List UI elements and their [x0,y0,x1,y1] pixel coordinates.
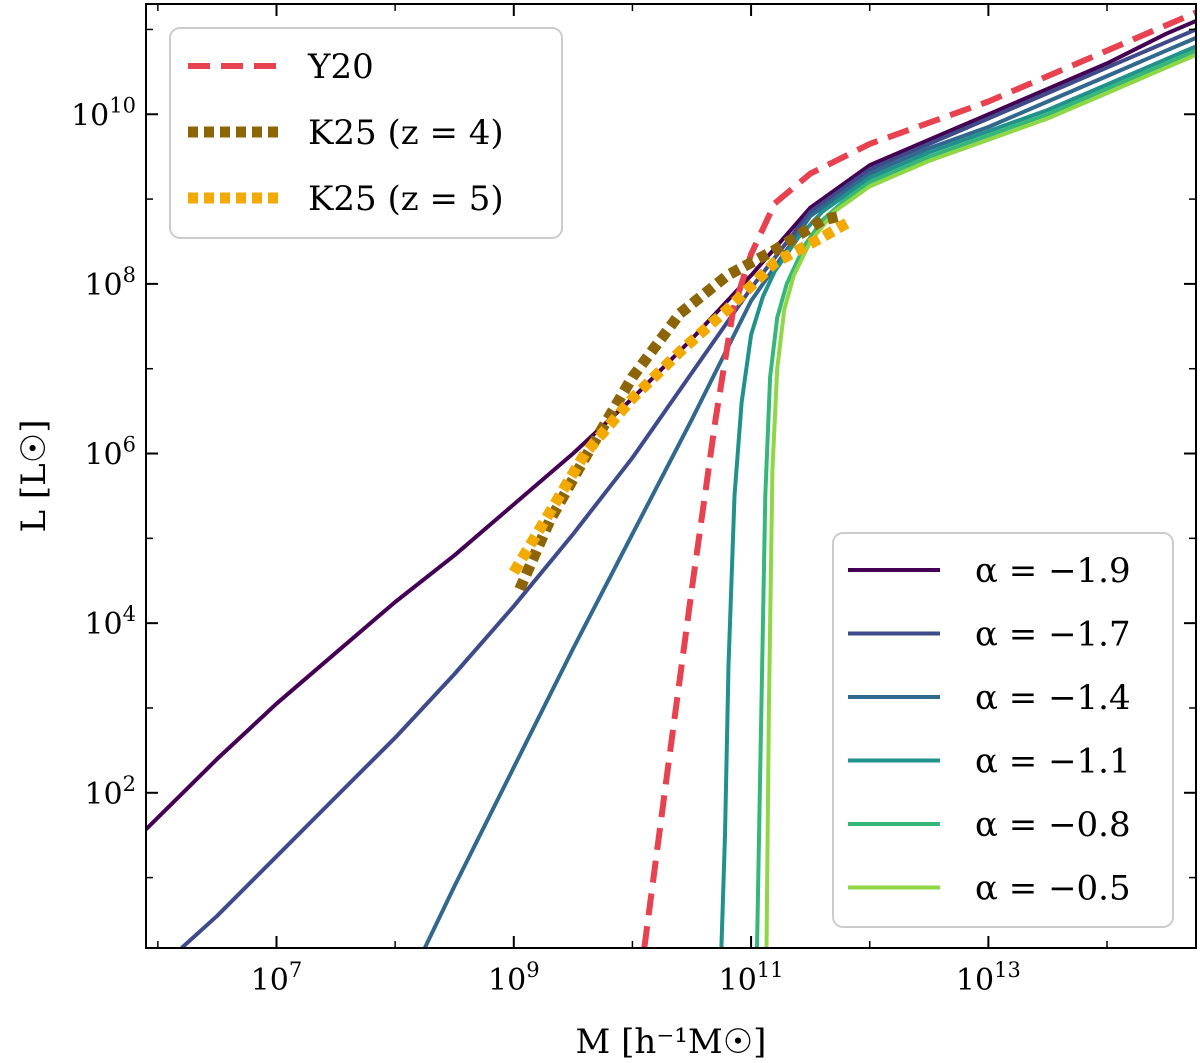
y-tick-label: 106 [84,433,136,473]
series-layer [146,9,1196,948]
series-line-alpha-1-1 [719,44,1196,948]
x-tick-label: 109 [488,958,540,998]
legend-label-alpha-1-7: α = −1.7 [975,615,1131,655]
x-tick-label: 1011 [719,958,784,998]
legend-label-k25-z-4: K25 (z = 4) [308,113,504,153]
series-line-y20 [641,9,1196,948]
legend-label-alpha-0-5: α = −0.5 [975,869,1131,909]
legend-label-alpha-1-9: α = −1.9 [975,551,1131,591]
legend-bottom-right: α = −1.9 α = −1.7 α = −1.4 α = −1.1 α = −0.8… [832,532,1174,928]
y-tick-label: 108 [84,263,136,303]
legend-label-y20: Y20 [307,47,374,87]
series-line-alpha-1-4 [422,36,1196,948]
y-axis-label: L [L☉] [14,420,54,533]
x-axis-label: M [h⁻¹M☉] [576,1022,767,1062]
y-tick-label: 1010 [71,93,136,133]
legend-label-alpha-0-8: α = −0.8 [975,805,1131,845]
series-line-k25-z-5 [509,215,855,576]
series-line-alpha-1-7 [180,27,1196,948]
plot-frame [145,3,1197,949]
legend-top-left: Y20 K25 (z = 4) K25 (z = 5) [169,27,563,239]
x-tick-label: 107 [251,958,303,998]
y-tick-label: 102 [84,772,136,812]
x-tick-label: 1013 [956,958,1021,998]
legend-label-alpha-1-4: α = −1.4 [975,678,1131,718]
y-tick-label: 104 [84,602,136,642]
legend-label-alpha-1-1: α = −1.1 [975,742,1131,782]
legend-label-k25-z-5: K25 (z = 5) [308,179,504,219]
